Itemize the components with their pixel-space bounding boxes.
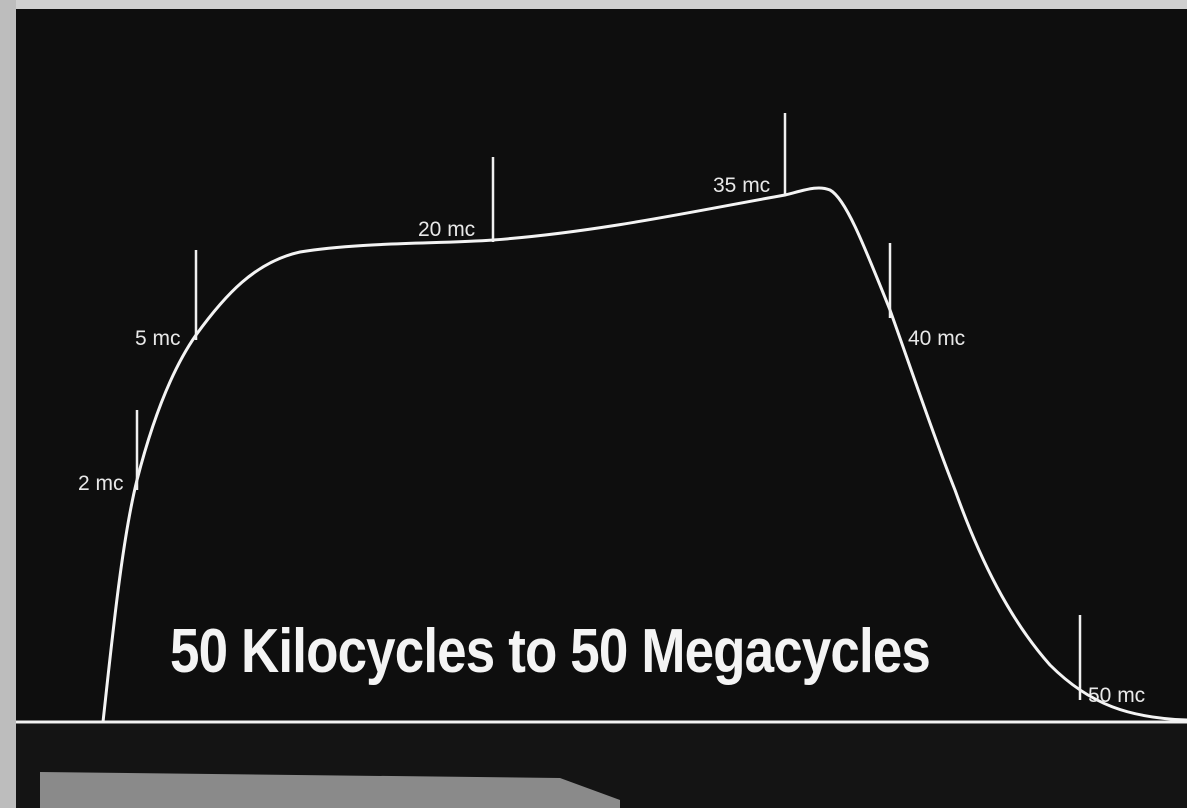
marker-label: 40 mc: [908, 327, 965, 350]
left-border: [0, 0, 16, 808]
marker-label: 50 mc: [1088, 684, 1145, 707]
screen: 2 mc 5 mc 20 mc 35 mc 40 mc 50 mc 50 Kil…: [0, 0, 1187, 808]
top-border: [0, 0, 1187, 9]
marker-label: 35 mc: [713, 174, 770, 197]
marker-label: 5 mc: [135, 327, 181, 350]
headline: 50 Kilocycles to 50 Megacycles: [170, 617, 930, 686]
marker-label: 20 mc: [418, 218, 475, 241]
background: [0, 0, 1187, 808]
marker-label: 2 mc: [78, 472, 124, 495]
